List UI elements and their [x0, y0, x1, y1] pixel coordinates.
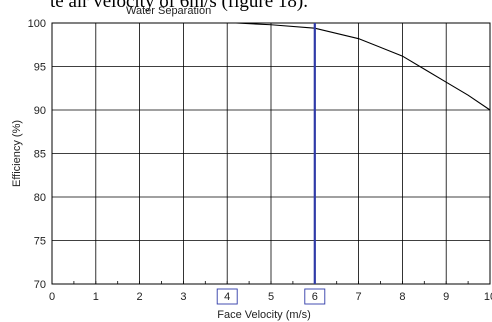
x-tick-label: 0 [49, 291, 55, 303]
series-layer [235, 22, 491, 284]
x-tick-highlight-box [216, 288, 238, 305]
y-tick-label: 85 [34, 149, 46, 161]
x-axis-label: Face Velocity (m/s) [217, 309, 311, 321]
y-tick-label: 75 [34, 236, 46, 248]
caption-fragment: te air velocity of 6m/s (figure 18). [50, 0, 309, 12]
x-tick-label: 10 [484, 291, 492, 303]
y-tick-label: 100 [28, 18, 46, 30]
x-tick-label: 8 [399, 291, 405, 303]
y-axis-label: Efficiency (%) [11, 120, 23, 187]
y-tick-label: 70 [34, 279, 46, 291]
x-tick-label: 5 [268, 291, 274, 303]
y-tick-label: 80 [34, 192, 46, 204]
y-tick-label: 95 [34, 62, 46, 74]
x-tick-label: 4 [224, 291, 230, 303]
x-tick-label: 6 [312, 291, 318, 303]
y-tick-label: 90 [34, 105, 46, 117]
x-tick-label: 7 [356, 291, 362, 303]
x-tick-label: 9 [443, 291, 449, 303]
x-tick-highlight-box [304, 288, 326, 305]
x-tick-label: 3 [180, 291, 186, 303]
x-tick-labels: 0 1 2 3 4 5 6 7 8 9 10 [49, 288, 492, 305]
plot-frame [51, 22, 491, 285]
chart-title: Water Separation [126, 5, 211, 17]
x-tick-label: 1 [93, 291, 99, 303]
x-tick-label: 2 [137, 291, 143, 303]
y-tick-labels: 70 75 80 85 90 95 100 [28, 18, 46, 291]
grid [51, 22, 491, 285]
efficiency-curve [235, 22, 491, 111]
